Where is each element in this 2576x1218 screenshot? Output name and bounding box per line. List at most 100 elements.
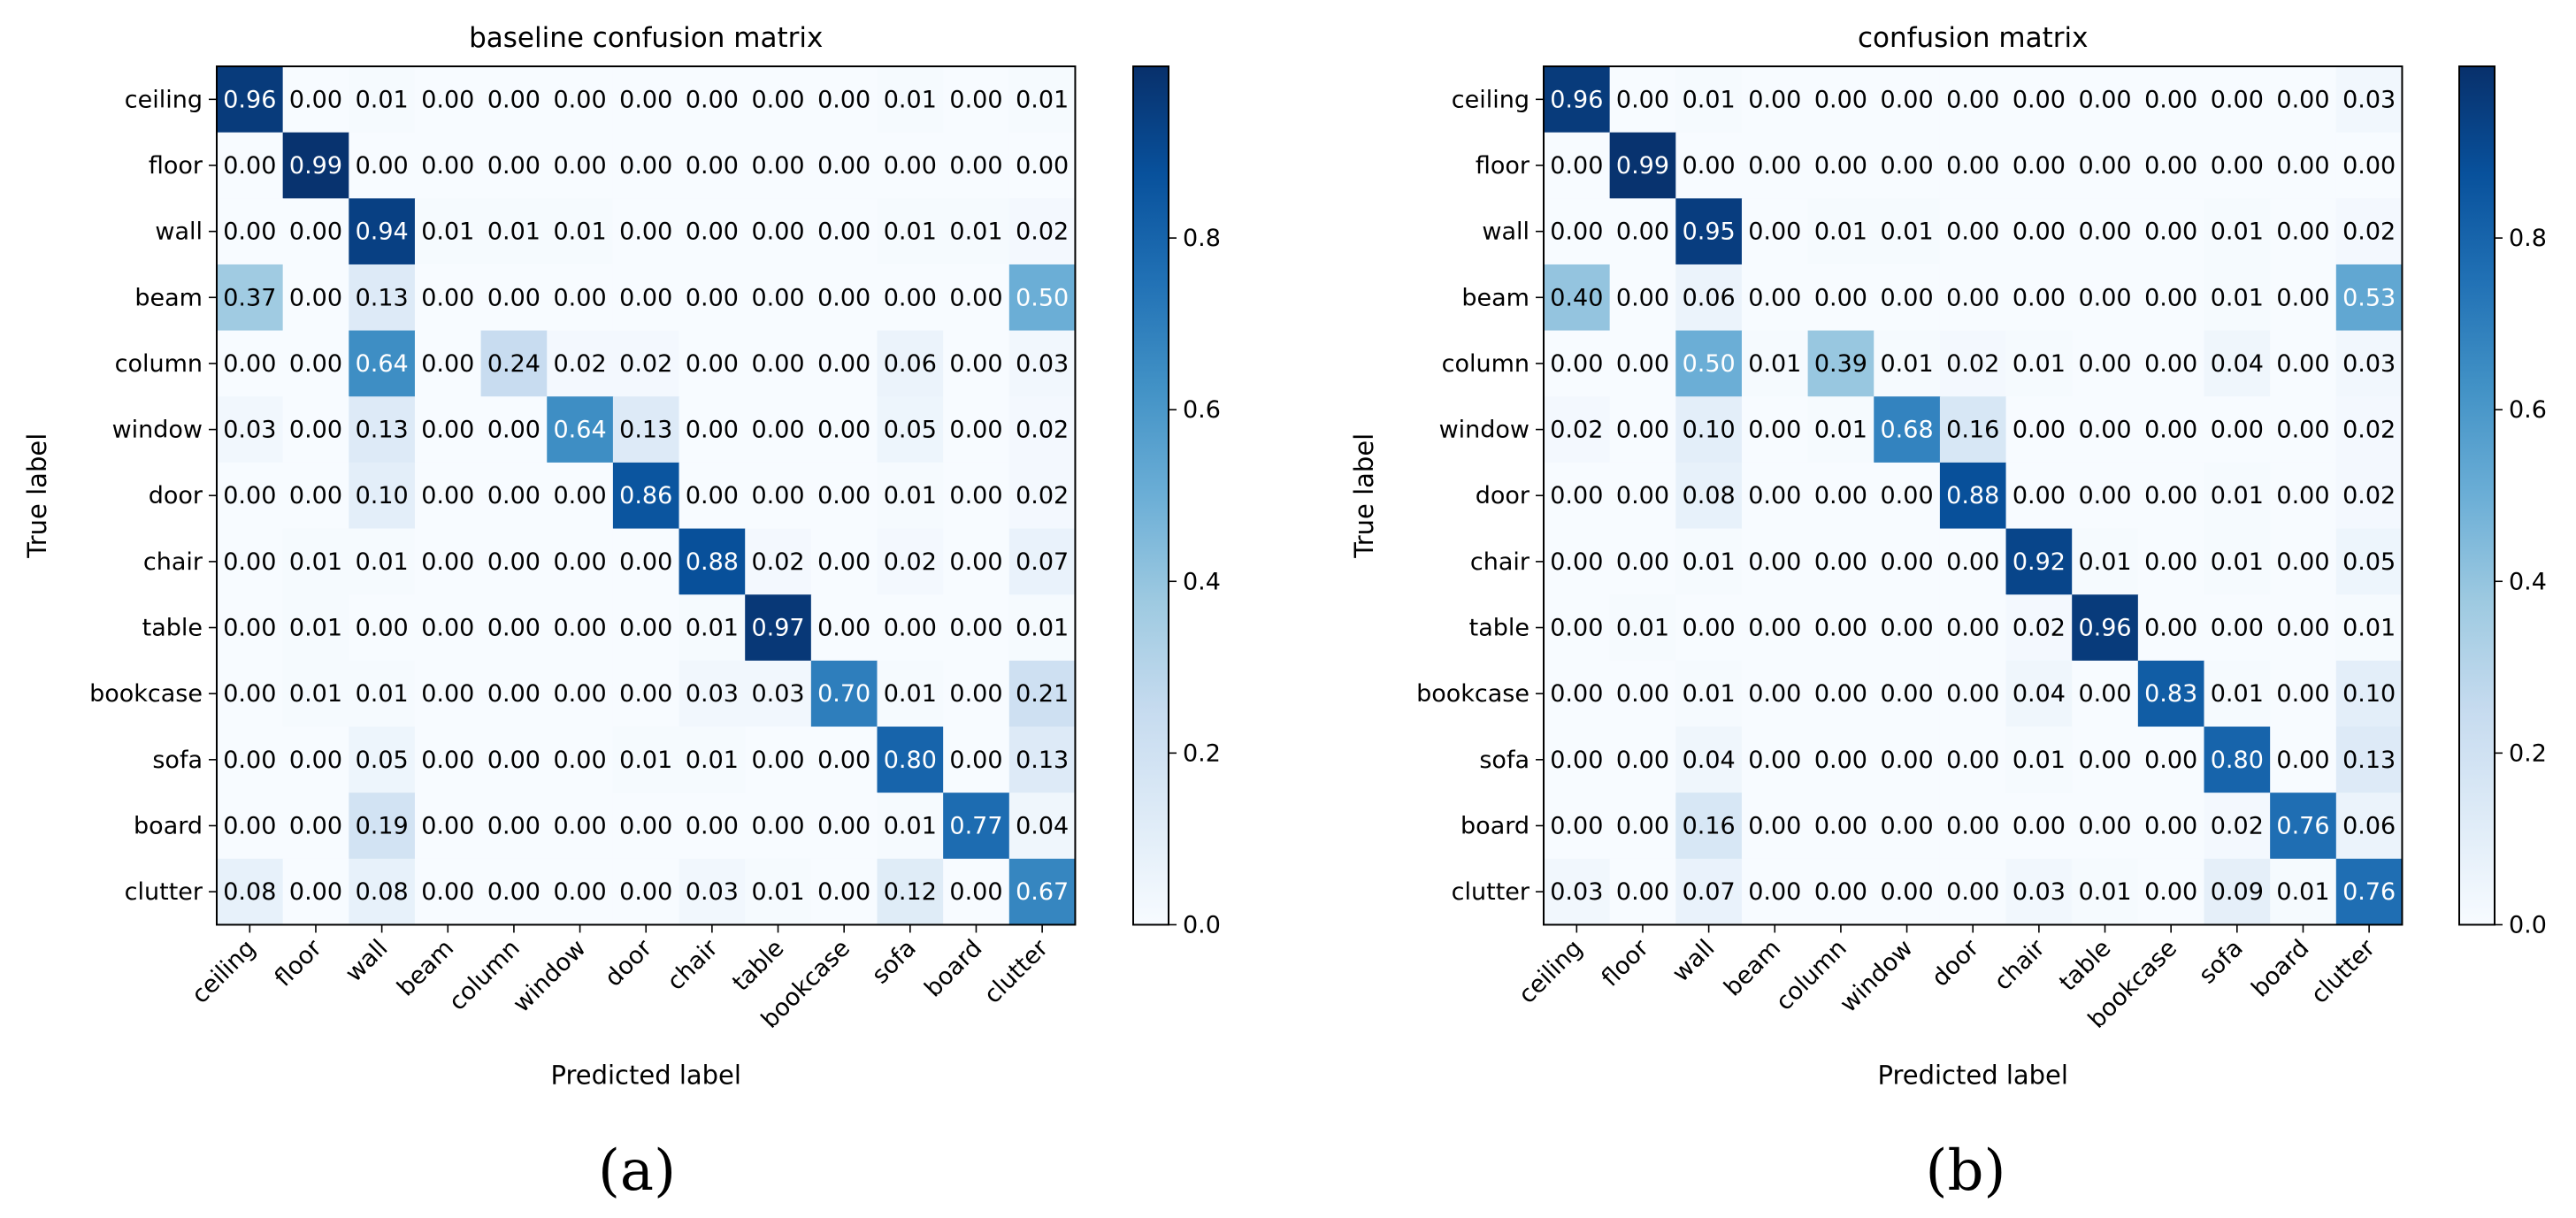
matrix-cell [1544, 132, 1611, 199]
matrix-cell [810, 528, 878, 595]
cell-value-label: 0.01 [1683, 548, 1736, 576]
matrix-cell [1675, 858, 1743, 926]
matrix-cell [745, 726, 812, 793]
cell-value-label: 0.13 [1016, 747, 1069, 774]
cell-value-label: 0.00 [2144, 350, 2197, 378]
cell-value-label: 0.00 [1616, 878, 1669, 906]
matrix-cell [2204, 198, 2271, 265]
matrix-cell [349, 330, 416, 397]
matrix-cell [2005, 396, 2073, 463]
matrix-cell [810, 858, 878, 926]
matrix-cell [480, 396, 548, 463]
cell-value-label: 0.88 [686, 548, 739, 576]
matrix-cell [943, 198, 1010, 265]
cell-value-label: 0.00 [223, 812, 276, 839]
cell-value-label: 0.03 [686, 680, 739, 708]
cell-value-label: 0.96 [2078, 615, 2131, 642]
matrix-cell [678, 594, 746, 662]
matrix-cell [1675, 396, 1743, 463]
cell-value-label: 0.10 [1683, 417, 1736, 444]
matrix-cell [943, 726, 1010, 793]
x-tick-label: door [1927, 934, 1985, 992]
matrix-cell [2072, 793, 2139, 860]
cell-value-label: 0.00 [619, 86, 672, 113]
matrix-cell [2335, 198, 2404, 265]
cell-value-label: 0.00 [1814, 284, 1867, 311]
cell-value-label: 0.00 [817, 548, 870, 576]
cell-value-label: 0.00 [2144, 152, 2197, 180]
cell-value-label: 0.00 [2144, 284, 2197, 311]
matrix-cell [745, 132, 812, 199]
matrix-cell [1874, 66, 1941, 134]
matrix-cell [1939, 198, 2007, 265]
x-tick-label: sofa [867, 934, 922, 989]
cell-value-label: 0.01 [356, 548, 409, 576]
cell-value-label: 0.00 [817, 417, 870, 444]
cell-value-label: 0.50 [1683, 350, 1736, 378]
cell-value-label: 0.00 [1616, 812, 1669, 839]
cell-value-label: 0.00 [554, 615, 607, 642]
cell-value-label: 0.03 [2342, 86, 2396, 113]
matrix-cell [2270, 528, 2337, 595]
cell-value-label: 0.01 [2211, 482, 2264, 509]
matrix-cell [2137, 726, 2205, 793]
matrix-cell [1609, 726, 1676, 793]
cell-value-label: 0.00 [2078, 218, 2131, 246]
matrix-cell [1807, 462, 1874, 530]
cell-value-label: 0.02 [1016, 417, 1069, 444]
cell-value-label: 0.00 [2144, 747, 2197, 774]
matrix-cell [810, 198, 878, 265]
y-tick-label: door [1476, 482, 1530, 509]
cell-value-label: 0.00 [1616, 86, 1669, 113]
panel-label: (a) [598, 1138, 676, 1204]
colorbar-tick-label: 0.8 [2509, 225, 2547, 252]
cell-value-label: 0.01 [751, 878, 804, 906]
y-tick-label: floor [1476, 152, 1530, 180]
cell-value-label: 0.02 [751, 548, 804, 576]
matrix-cell [1609, 462, 1676, 530]
matrix-cell [2072, 132, 2139, 199]
cell-value-label: 0.00 [1881, 878, 1934, 906]
cell-value-label: 0.76 [2276, 812, 2329, 839]
x-tick-label: ceiling [1514, 934, 1588, 1008]
matrix-cell [1807, 66, 1874, 134]
cell-value-label: 0.00 [817, 284, 870, 311]
matrix-cell [943, 594, 1010, 662]
cell-value-label: 0.00 [1814, 615, 1867, 642]
cell-value-label: 0.13 [356, 417, 409, 444]
x-tick-label: door [600, 934, 658, 992]
cell-value-label: 0.00 [2012, 417, 2066, 444]
cell-value-label: 0.64 [554, 417, 607, 444]
matrix-cell [2270, 132, 2337, 199]
matrix-cell [1544, 198, 1611, 265]
cell-value-label: 0.01 [686, 615, 739, 642]
matrix-cell [2072, 66, 2139, 134]
cell-value-label: 0.00 [1616, 482, 1669, 509]
matrix-cell [480, 793, 548, 860]
cell-value-label: 0.77 [949, 812, 1002, 839]
chart-title: baseline confusion matrix [469, 22, 823, 54]
cell-value-label: 0.00 [487, 417, 540, 444]
matrix-cell [2335, 66, 2404, 134]
matrix-cell [2072, 198, 2139, 265]
matrix-cell [877, 726, 944, 793]
matrix-cell [480, 264, 548, 332]
cell-value-label: 0.00 [2276, 482, 2329, 509]
x-axis-label: Predicted label [1877, 1060, 2068, 1090]
cell-value-label: 0.00 [1616, 747, 1669, 774]
cell-value-label: 0.01 [1683, 680, 1736, 708]
matrix-cell [810, 396, 878, 463]
cell-value-label: 0.00 [949, 350, 1002, 378]
matrix-cell [2270, 462, 2337, 530]
matrix-cell [1874, 660, 1941, 728]
matrix-cell [2005, 198, 2073, 265]
cell-value-label: 0.00 [554, 284, 607, 311]
matrix-cell [2137, 198, 2205, 265]
cell-value-label: 0.13 [619, 417, 672, 444]
matrix-cell [2072, 726, 2139, 793]
cell-value-label: 0.00 [686, 284, 739, 311]
matrix-cell [1609, 858, 1676, 926]
cell-value-label: 0.04 [1016, 812, 1069, 839]
cell-value-label: 0.00 [751, 747, 804, 774]
cell-value-label: 0.88 [1946, 482, 1999, 509]
